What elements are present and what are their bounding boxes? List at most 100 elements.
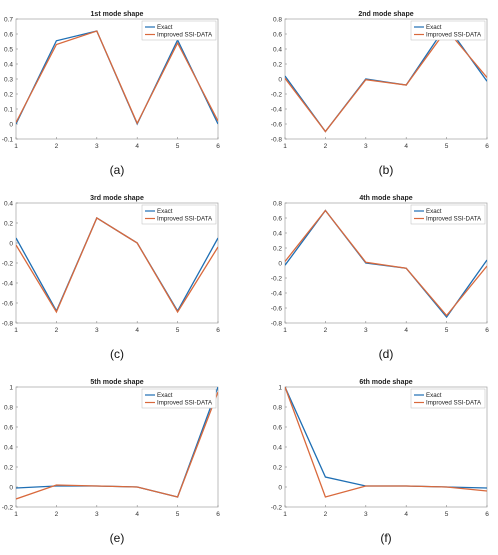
y-tick-label: 0	[9, 484, 13, 491]
panel-title: 1st mode shape	[91, 11, 144, 18]
y-tick-label: 1	[9, 384, 13, 391]
y-tick-label: -0.6	[2, 300, 14, 307]
x-tick-label: 1	[14, 511, 18, 518]
y-tick-label: 0.6	[273, 31, 282, 38]
y-tick-label: -0.8	[271, 136, 283, 143]
panel-label: (b)	[379, 163, 394, 177]
legend-label: Exact	[157, 208, 173, 215]
x-tick-label: 4	[404, 327, 408, 334]
y-tick-label: 0.6	[273, 424, 282, 431]
legend-box	[141, 388, 217, 409]
series-line-improved	[16, 391, 218, 500]
x-tick-label: 1	[283, 143, 287, 150]
panel-title: 2nd mode shape	[358, 11, 413, 18]
x-tick-label: 2	[324, 143, 328, 150]
series-line-improved	[285, 387, 487, 498]
y-tick-label: 0.2	[4, 91, 13, 98]
x-tick-label: 3	[95, 511, 99, 518]
legend-label: Improved SSI-DATA	[157, 32, 213, 39]
y-tick-label: 0.8	[273, 200, 282, 207]
y-tick-label: -0.2	[271, 91, 283, 98]
y-tick-label: 0.4	[273, 230, 282, 237]
x-tick-label: 4	[404, 143, 408, 150]
y-tick-label: -0.4	[271, 106, 283, 113]
x-tick-label: 4	[135, 327, 139, 334]
y-tick-label: 0.3	[4, 76, 13, 83]
y-tick-label: -0.2	[271, 275, 283, 282]
legend-label: Exact	[426, 208, 442, 215]
panel-label: (a)	[110, 163, 125, 177]
x-tick-label: 1	[283, 511, 287, 518]
legend-label: Exact	[426, 392, 442, 399]
y-tick-label: 0.2	[273, 245, 282, 252]
y-tick-label: -0.8	[2, 320, 14, 327]
y-tick-label: 0	[278, 484, 282, 491]
x-tick-label: 2	[55, 511, 59, 518]
series-line-improved	[16, 217, 218, 314]
panel-4: 4th mode shape -0.8 -0.6 -0.4 -0.2 0 0.2 0.4 0.6…	[271, 195, 489, 361]
y-tick-label: 0.4	[4, 61, 13, 68]
y-tick-label: 0.8	[4, 404, 13, 411]
x-tick-label: 2	[324, 327, 328, 334]
y-tick-label: -0.4	[2, 280, 14, 287]
x-tick-label: 3	[95, 327, 99, 334]
x-tick-label: 5	[445, 143, 449, 150]
y-tick-label: 0.4	[273, 46, 282, 53]
x-tick-label: 5	[445, 327, 449, 334]
legend-box	[410, 204, 486, 225]
y-tick-label: 0.5	[4, 46, 13, 53]
legend-box	[410, 20, 486, 41]
x-tick-label: 3	[364, 327, 368, 334]
legend-label: Improved SSI-DATA	[426, 400, 482, 407]
y-tick-label: -0.2	[271, 504, 283, 511]
panel-3: 3rd mode shape -0.8 -0.6 -0.4 -0.2 0 0.2 0.4 1 2 3…	[2, 195, 220, 361]
y-tick-label: 0.8	[273, 16, 282, 23]
y-tick-label: 0.2	[4, 220, 13, 227]
x-tick-label: 1	[14, 327, 18, 334]
x-tick-label: 3	[364, 143, 368, 150]
series-line-improved	[285, 28, 487, 133]
panel-5: 5th mode shape -0.2 0 0.2 0.4 0.6 0.8 1 1 2 3 4 5 6 Ex…	[2, 379, 220, 545]
y-tick-label: 0.2	[273, 464, 282, 471]
series-line-exact	[16, 217, 218, 313]
panel-label: (e)	[110, 531, 125, 545]
x-tick-label: 6	[216, 511, 220, 518]
y-tick-label: -0.2	[2, 504, 14, 511]
legend-label: Exact	[426, 24, 442, 31]
y-tick-label: 0	[278, 76, 282, 83]
x-tick-label: 4	[135, 511, 139, 518]
x-tick-label: 6	[216, 327, 220, 334]
y-tick-label: 0	[9, 121, 13, 128]
x-tick-label: 5	[176, 143, 180, 150]
x-tick-label: 5	[176, 327, 180, 334]
legend-label: Exact	[157, 24, 173, 31]
panel-label: (d)	[379, 347, 394, 361]
y-tick-label: -0.1	[2, 136, 14, 143]
x-tick-label: 1	[14, 143, 18, 150]
x-tick-label: 3	[364, 511, 368, 518]
legend-label: Improved SSI-DATA	[426, 216, 482, 223]
y-tick-label: 0.4	[4, 444, 13, 451]
legend-box	[410, 388, 486, 409]
legend-box	[141, 204, 217, 225]
legend-label: Improved SSI-DATA	[426, 32, 482, 39]
panel-title: 5th mode shape	[90, 379, 143, 386]
y-tick-label: 0.6	[273, 215, 282, 222]
panel-title: 6th mode shape	[359, 379, 412, 386]
y-tick-label: -0.8	[271, 320, 283, 327]
panel-label: (c)	[110, 347, 124, 361]
series-line-improved	[16, 30, 218, 125]
y-tick-label: 0.7	[4, 16, 13, 23]
legend-label: Improved SSI-DATA	[157, 400, 213, 407]
y-tick-label: 1	[278, 384, 282, 391]
legend-label: Improved SSI-DATA	[157, 216, 213, 223]
x-tick-label: 6	[485, 143, 489, 150]
y-tick-label: -0.4	[271, 290, 283, 297]
series-line-improved	[285, 209, 487, 317]
y-tick-label: -0.2	[2, 260, 14, 267]
y-tick-label: 0.6	[4, 31, 13, 38]
y-tick-label: 0.6	[4, 424, 13, 431]
x-tick-label: 2	[55, 327, 59, 334]
panel-title: 4th mode shape	[359, 195, 412, 202]
